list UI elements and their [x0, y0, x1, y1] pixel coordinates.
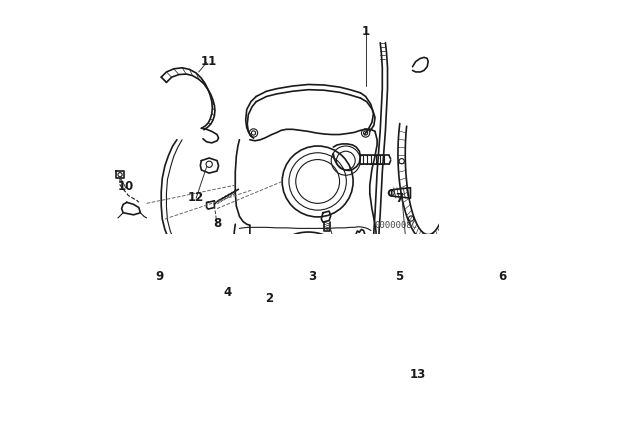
Text: 8: 8	[213, 217, 221, 230]
Text: 4: 4	[223, 285, 232, 298]
Text: 1: 1	[362, 25, 370, 38]
Text: 3: 3	[308, 270, 317, 283]
Text: 7: 7	[395, 192, 403, 205]
Text: 5: 5	[395, 270, 403, 283]
Text: 10: 10	[118, 180, 134, 193]
Text: 6: 6	[498, 270, 506, 283]
Text: 2: 2	[265, 292, 273, 305]
Text: 13: 13	[410, 368, 426, 381]
Text: 11: 11	[201, 55, 218, 68]
Text: 12: 12	[188, 190, 204, 203]
Text: 9: 9	[156, 270, 164, 283]
Text: 0000008C: 0000008C	[374, 221, 417, 230]
